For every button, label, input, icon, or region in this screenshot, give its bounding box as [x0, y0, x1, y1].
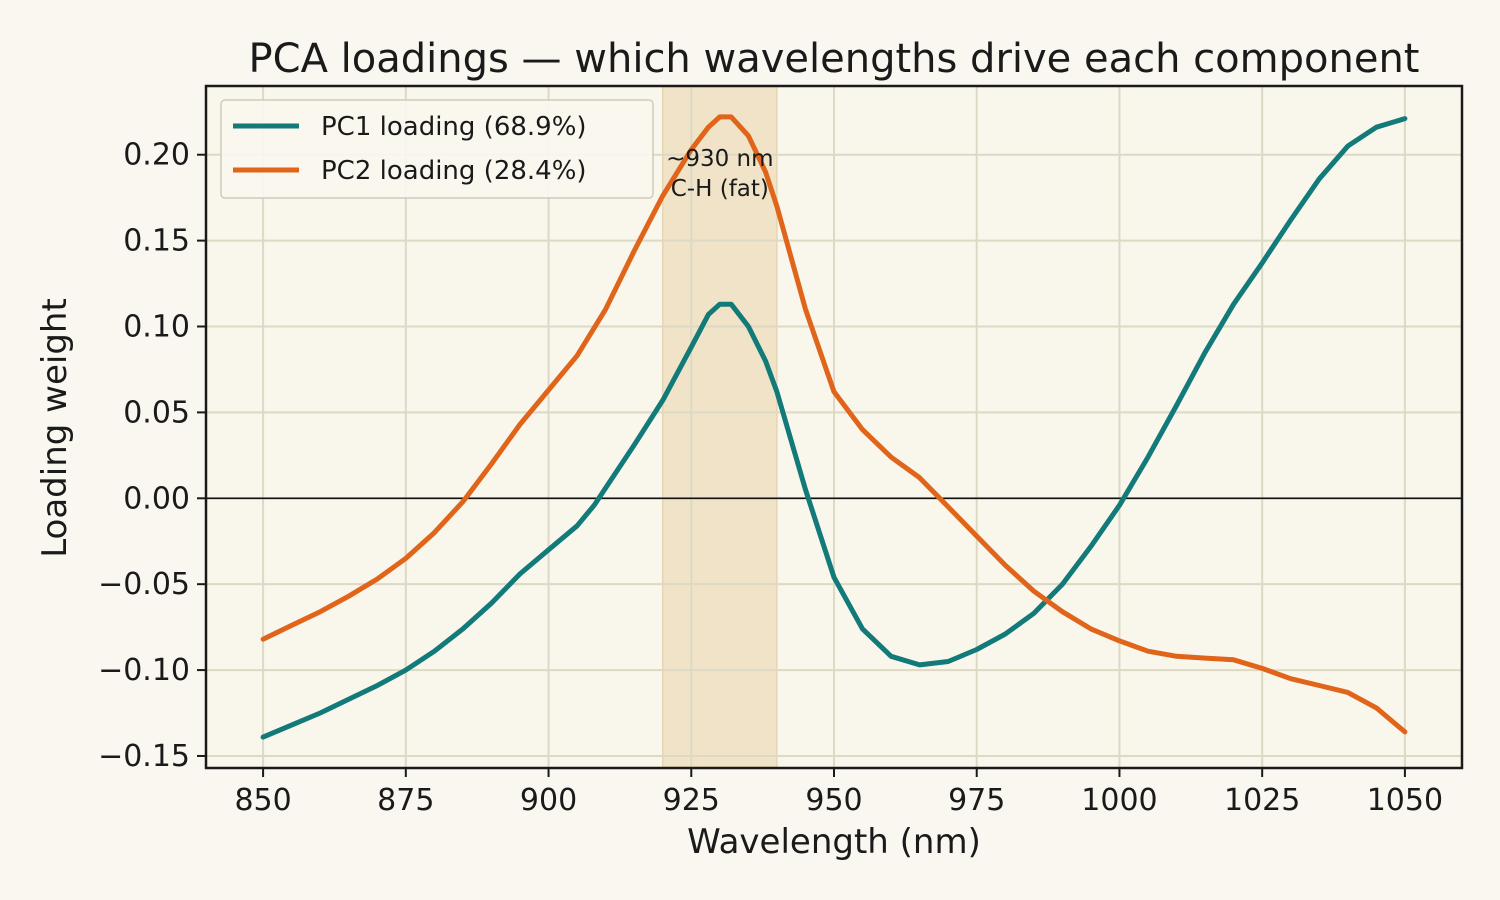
- series-line-pc2: [260, 114, 1408, 735]
- y-tick-label: −0.05: [98, 567, 190, 602]
- chart-title: PCA loadings — which wavelengths drive e…: [249, 36, 1420, 82]
- x-tick-label: 975: [948, 783, 1005, 818]
- series-line-pc1: [260, 116, 1408, 740]
- legend-label-pc2: PC2 loading (28.4%): [321, 156, 587, 186]
- y-tick-label: −0.15: [98, 739, 190, 774]
- plot-area: [204, 84, 1464, 770]
- legend-label-pc1: PC1 loading (68.9%): [321, 112, 587, 142]
- series-layer: [260, 114, 1408, 740]
- y-axis-label: Loading weight: [35, 298, 75, 558]
- x-axis-label: Wavelength (nm): [687, 822, 981, 862]
- y-tick-label: 0.05: [123, 395, 190, 430]
- y-axis-ticks: −0.15 −0.10 −0.05 0.00 0.05 0.10 0.15 0.20: [98, 138, 206, 774]
- legend: PC1 loading (68.9%) PC2 loading (28.4%): [220, 99, 654, 199]
- legend-box: [220, 99, 654, 199]
- y-tick-label: 0.00: [123, 481, 190, 516]
- y-tick-label: 0.10: [123, 310, 190, 345]
- x-axis-ticks: 850 875 900 925 950 975 1000 1025 1050: [234, 768, 1443, 818]
- y-tick-label: −0.10: [98, 653, 190, 688]
- y-tick-label: 0.15: [123, 224, 190, 259]
- x-tick-label: 875: [377, 783, 434, 818]
- band-annotation-line1: ~930 nm: [666, 146, 773, 172]
- x-tick-label: 1000: [1081, 783, 1157, 818]
- band-annotation-line2: C-H (fat): [671, 176, 769, 202]
- x-tick-label: 1050: [1367, 783, 1443, 818]
- x-tick-label: 900: [520, 783, 577, 818]
- x-tick-label: 950: [805, 783, 862, 818]
- x-tick-label: 1025: [1224, 783, 1300, 818]
- x-tick-label: 850: [234, 783, 291, 818]
- y-tick-label: 0.20: [123, 138, 190, 173]
- x-tick-label: 925: [663, 783, 720, 818]
